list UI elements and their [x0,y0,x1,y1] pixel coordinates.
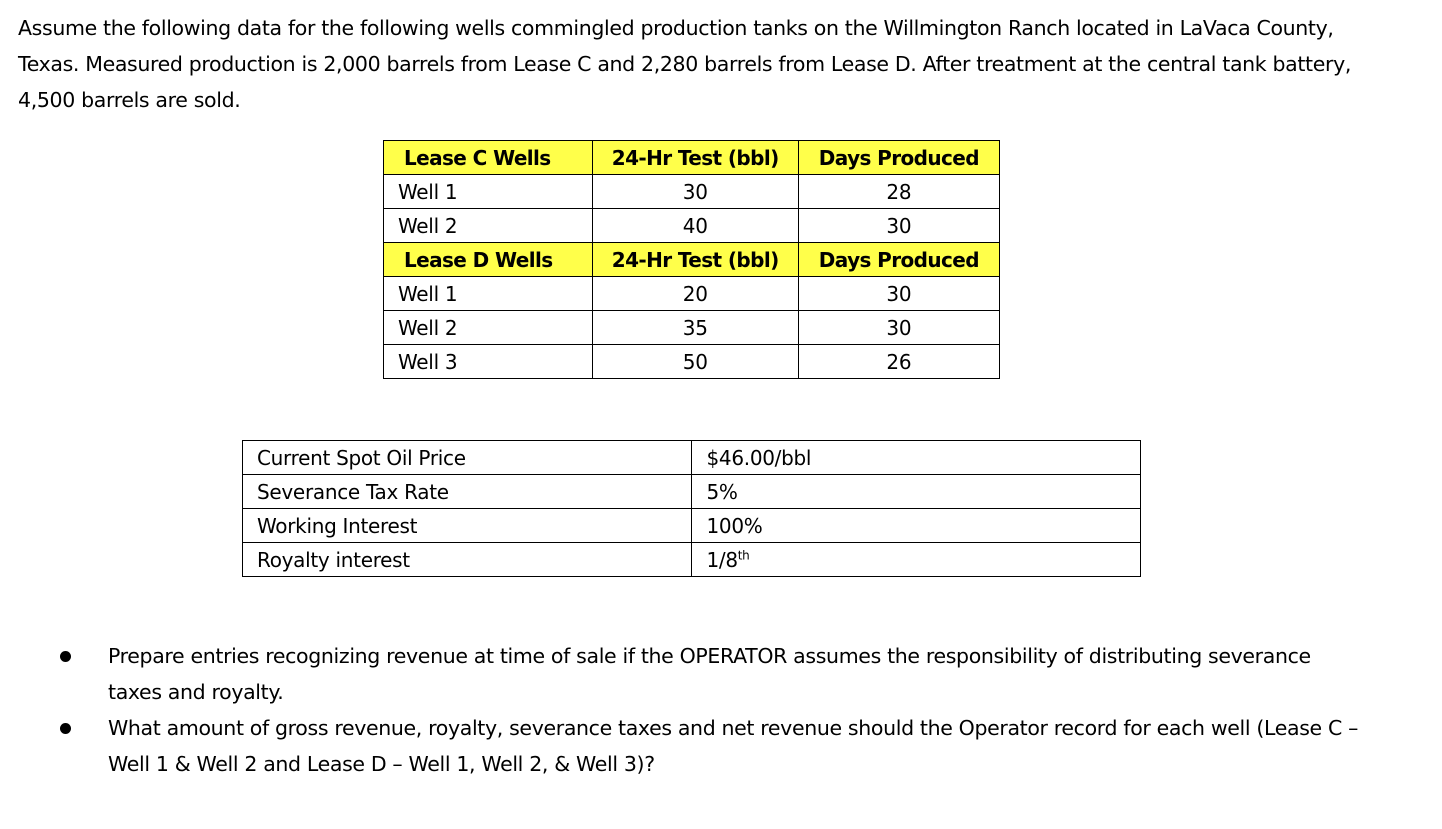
table-row: Current Spot Oil Price $46.00/bbl [241,440,1141,475]
parameters-table: Current Spot Oil Price $46.00/bbl Severa… [241,440,1141,577]
test-value: 30 [591,174,799,209]
question-text: Prepare entries recognizing revenue at t… [108,644,1311,704]
table-row: Well 2 40 30 [383,208,1001,243]
well-name: Well 1 [383,276,593,311]
days-value: 28 [797,174,1001,209]
test-value: 35 [591,310,799,345]
days-value: 30 [797,276,1001,311]
test-value: 40 [591,208,799,243]
royalty-fraction: 1/8 [706,547,738,572]
ordinal-suffix: th [737,547,750,562]
lease-d-header-row: Lease D Wells 24-Hr Test (bbl) Days Prod… [383,242,1001,277]
bullet-icon [60,651,71,662]
test-value: 20 [591,276,799,311]
param-value: 5% [691,474,1141,509]
param-value: $46.00/bbl [691,440,1141,475]
test-header: 24-Hr Test (bbl) [591,242,799,277]
param-label: Royalty interest [241,542,693,577]
param-label: Severance Tax Rate [241,474,693,509]
list-item: Prepare entries recognizing revenue at t… [60,638,1360,710]
param-label: Current Spot Oil Price [241,440,693,475]
lease-c-header-row: Lease C Wells 24-Hr Test (bbl) Days Prod… [383,140,1001,175]
param-value: 1/8th [691,542,1141,577]
table-row: Severance Tax Rate 5% [241,474,1141,509]
well-name: Well 2 [383,310,593,345]
days-value: 30 [797,310,1001,345]
question-list: Prepare entries recognizing revenue at t… [60,638,1360,782]
well-name: Well 1 [383,174,593,209]
days-header: Days Produced [797,140,1001,175]
days-value: 30 [797,208,1001,243]
test-header: 24-Hr Test (bbl) [591,140,799,175]
days-value: 26 [797,344,1001,379]
table-row: Royalty interest 1/8th [241,542,1141,577]
table-row: Working Interest 100% [241,508,1141,543]
days-header: Days Produced [797,242,1001,277]
list-item: What amount of gross revenue, royalty, s… [60,710,1360,782]
table-row: Well 1 20 30 [383,276,1001,311]
bullet-icon [60,723,71,734]
well-name: Well 2 [383,208,593,243]
test-value: 50 [591,344,799,379]
table-row: Well 3 50 26 [383,344,1001,379]
table-row: Well 2 35 30 [383,310,1001,345]
table-row: Well 1 30 28 [383,174,1001,209]
lease-c-wells-header: Lease C Wells [383,140,593,175]
problem-intro: Assume the following data for the follow… [18,16,1352,112]
lease-d-wells-header: Lease D Wells [383,242,593,277]
question-text: What amount of gross revenue, royalty, s… [108,716,1359,776]
well-name: Well 3 [383,344,593,379]
wells-table: Lease C Wells 24-Hr Test (bbl) Days Prod… [383,140,1001,379]
param-label: Working Interest [241,508,693,543]
param-value: 100% [691,508,1141,543]
